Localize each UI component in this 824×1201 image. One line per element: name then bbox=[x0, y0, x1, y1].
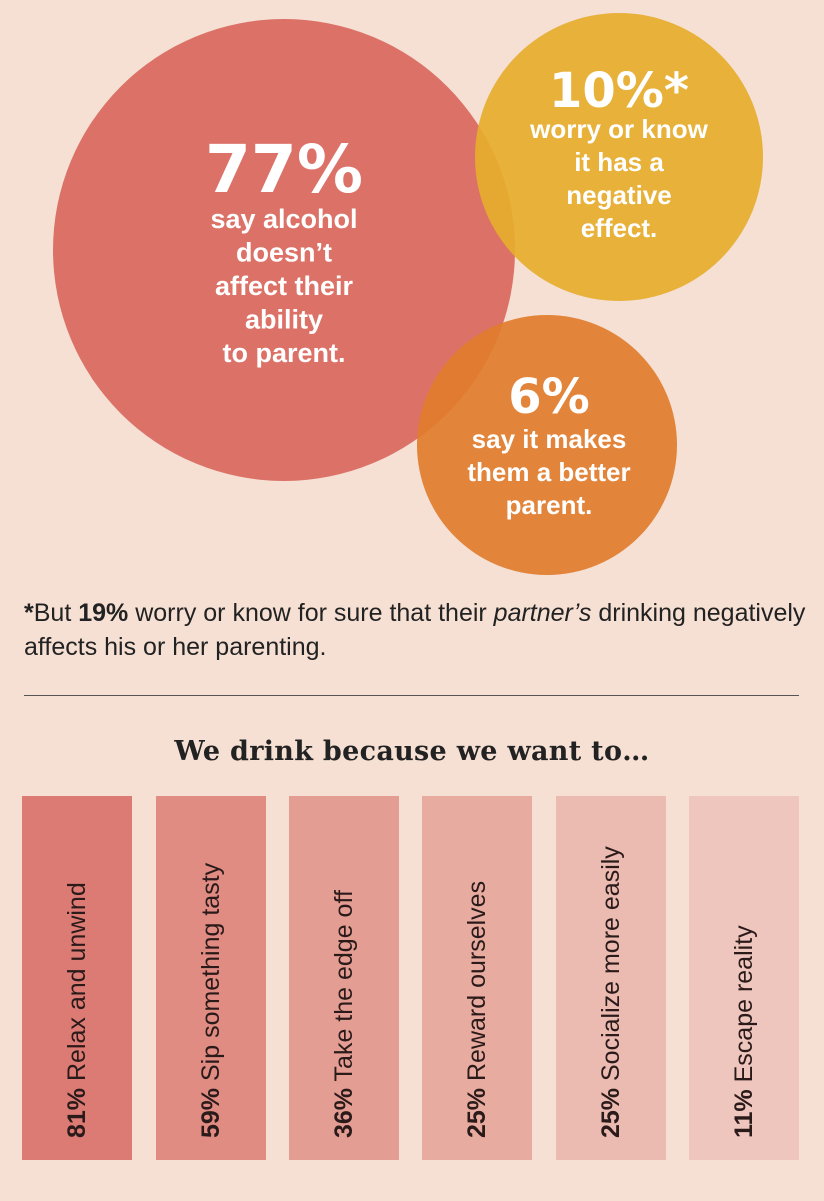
bar-label: 25% Socialize more easily bbox=[597, 818, 625, 1138]
bubble-2-label-line: it has a bbox=[574, 147, 664, 177]
footnote-part2: worry or know for sure that their bbox=[128, 599, 494, 627]
bar-label: 59% Sip something tasty bbox=[197, 818, 225, 1138]
bar-category-label: Reward ourselves bbox=[463, 880, 491, 1088]
bar: 11% Escape reality bbox=[689, 796, 799, 1160]
footnote-italic: partner’s bbox=[493, 599, 592, 627]
bar: 81% Relax and unwind bbox=[22, 796, 132, 1160]
bar-value-label: 59% bbox=[197, 1087, 225, 1138]
bubble-1-label-line: affect their bbox=[215, 271, 354, 301]
footnote-star: * bbox=[24, 599, 34, 627]
footnote-bold-percent: 19% bbox=[78, 599, 129, 627]
bar: 25% Socialize more easily bbox=[556, 796, 666, 1160]
bar-category-label: Socialize more easily bbox=[597, 846, 625, 1088]
bubble-1-label-line: doesn’t bbox=[236, 238, 332, 268]
bar-category-label: Sip something tasty bbox=[197, 862, 225, 1088]
bar-category-label: Escape reality bbox=[730, 925, 758, 1090]
bar-chart: 81% Relax and unwind 59% Sip something ta… bbox=[22, 796, 800, 1160]
footnote-part1: But bbox=[33, 599, 79, 627]
bubble-1-value: 77% bbox=[205, 131, 363, 208]
bubble-3-circle bbox=[417, 315, 677, 575]
bar-category-label: Relax and unwind bbox=[63, 882, 91, 1088]
bubble-3-value: 6% bbox=[508, 369, 590, 425]
bubble-2-value: 10%* bbox=[549, 63, 689, 119]
bar-label: 11% Escape reality bbox=[730, 818, 758, 1138]
bar-value-label: 81% bbox=[63, 1087, 91, 1138]
bubble-2-label-line: negative bbox=[566, 180, 672, 210]
bar: 59% Sip something tasty bbox=[156, 796, 266, 1160]
bubble-1-label-line: say alcohol bbox=[210, 204, 357, 234]
bar-chart-title: We drink because we want to… bbox=[174, 736, 650, 767]
bubble-1-label-line: ability bbox=[245, 305, 323, 335]
bar: 25% Reward ourselves bbox=[422, 796, 532, 1160]
bubble-2-label-line: worry or know bbox=[529, 114, 708, 144]
bar: 36% Take the edge off bbox=[289, 796, 399, 1160]
bubble-2-label-line: effect. bbox=[581, 213, 658, 243]
footnote-part3: drinking negatively affects his or her p… bbox=[24, 599, 806, 661]
bar-value-label: 25% bbox=[597, 1087, 625, 1138]
bar-category-label: Take the edge off bbox=[330, 890, 358, 1088]
bar-label: 36% Take the edge off bbox=[330, 818, 358, 1138]
bubble-1-circle bbox=[53, 19, 515, 481]
bar-label: 81% Relax and unwind bbox=[63, 818, 91, 1138]
footnote: *But 19% worry or know for sure that the… bbox=[24, 596, 814, 664]
bubble-3-label-line: them a better bbox=[467, 457, 630, 487]
divider bbox=[24, 695, 799, 696]
bubble-3-label-line: parent. bbox=[506, 490, 593, 520]
bubble-1-label-line: to parent. bbox=[222, 338, 345, 368]
bar-value-label: 25% bbox=[463, 1087, 491, 1138]
bubble-2-circle bbox=[475, 13, 763, 301]
bar-value-label: 36% bbox=[330, 1087, 358, 1138]
bubble-3-label-line: say it makes bbox=[472, 424, 627, 454]
bar-value-label: 11% bbox=[730, 1089, 758, 1138]
bar-label: 25% Reward ourselves bbox=[463, 818, 491, 1138]
